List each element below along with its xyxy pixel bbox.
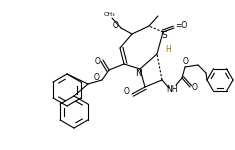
Text: CH₃: CH₃ bbox=[103, 12, 115, 18]
Text: O: O bbox=[94, 74, 100, 82]
Text: NH: NH bbox=[166, 85, 178, 94]
Text: H: H bbox=[165, 45, 171, 54]
Text: O: O bbox=[95, 57, 101, 66]
Text: O: O bbox=[124, 87, 130, 96]
Text: =O: =O bbox=[175, 21, 187, 30]
Text: O: O bbox=[192, 84, 198, 93]
Text: S: S bbox=[161, 32, 167, 40]
Text: N: N bbox=[135, 69, 141, 78]
Text: O: O bbox=[183, 57, 189, 66]
Text: O: O bbox=[113, 21, 119, 30]
